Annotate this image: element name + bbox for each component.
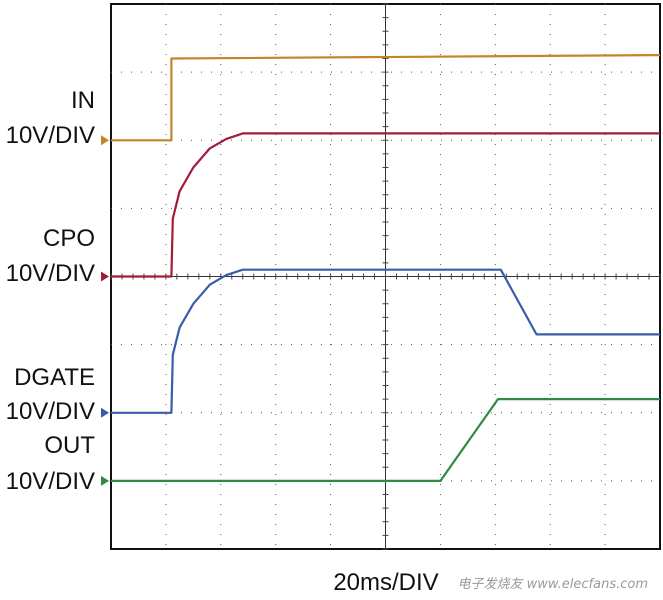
in-channel-label: IN (71, 87, 95, 114)
in-trace (111, 54, 661, 142)
level-markers (101, 135, 109, 486)
in-level-marker (101, 135, 109, 146)
watermark: 电子发烧友 www.elecfans.com (457, 577, 648, 592)
x-axis-label: 20ms/DIV (333, 569, 438, 596)
dgate-level-marker (101, 407, 109, 418)
cpo-channel-label: CPO (43, 225, 95, 252)
dgate-channel-label: DGATE (14, 364, 95, 391)
in-channel-scale: 10V/DIV (6, 122, 95, 149)
dgate-trace (111, 268, 660, 414)
cpo-channel-scale: 10V/DIV (6, 260, 95, 287)
out-level-marker (101, 475, 109, 486)
cpo-level-marker (101, 271, 109, 282)
cpo-trace (111, 132, 660, 278)
grid (110, 3, 661, 550)
traces (111, 54, 661, 482)
dgate-channel-scale: 10V/DIV (6, 398, 95, 425)
out-channel-scale: 10V/DIV (6, 468, 95, 495)
out-channel-label: OUT (44, 432, 95, 459)
out-trace (111, 398, 660, 482)
